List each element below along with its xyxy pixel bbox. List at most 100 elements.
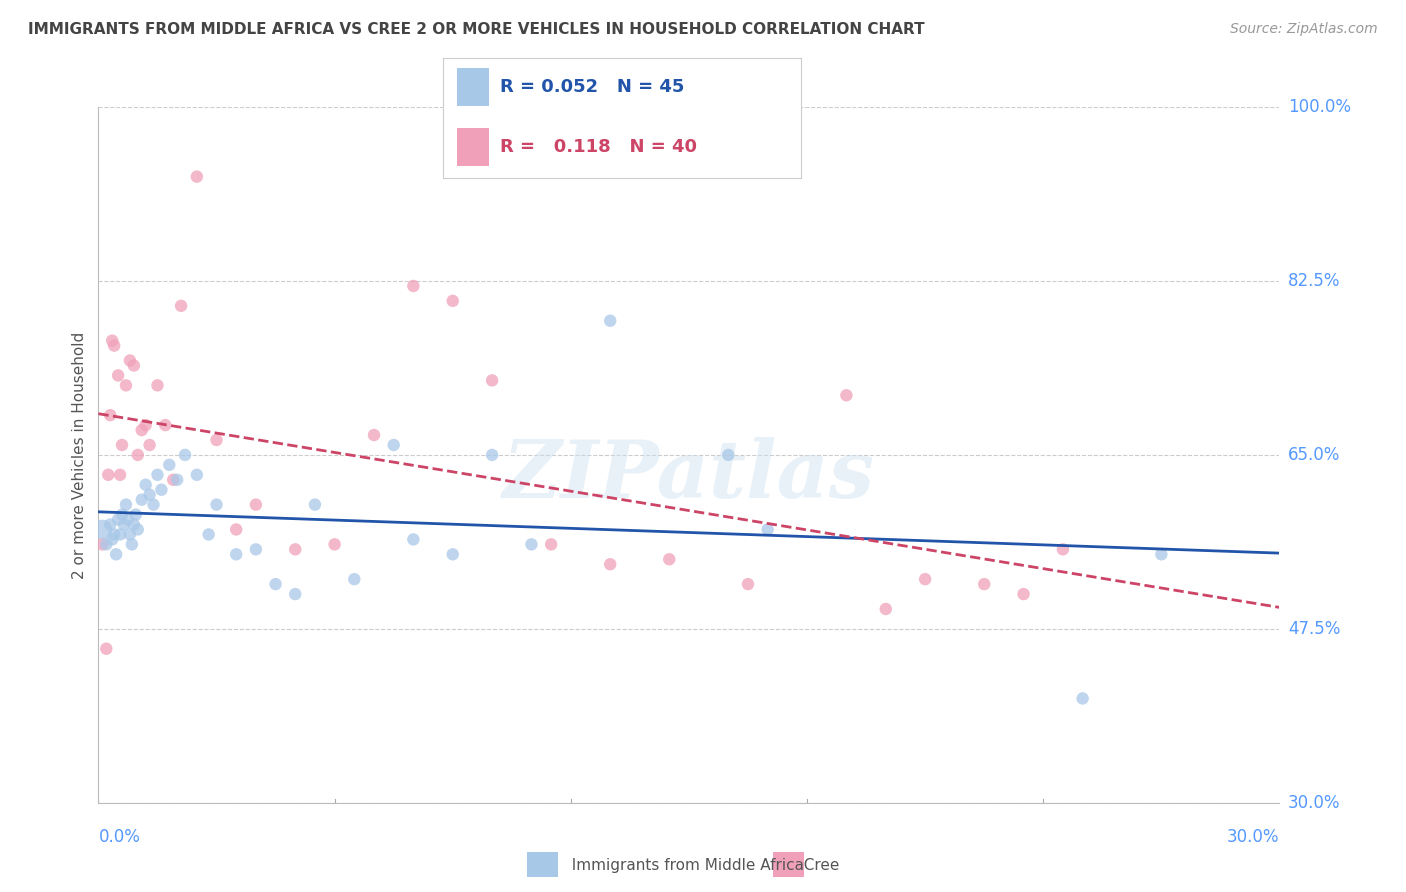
Point bbox=[540, 537, 562, 551]
Point bbox=[520, 537, 543, 551]
Point bbox=[205, 433, 228, 447]
Point bbox=[441, 293, 464, 308]
Point bbox=[284, 587, 307, 601]
Text: Immigrants from Middle Africa: Immigrants from Middle Africa bbox=[562, 858, 804, 872]
Text: 0.0%: 0.0% bbox=[98, 828, 141, 846]
Point bbox=[127, 448, 149, 462]
Text: 47.5%: 47.5% bbox=[1288, 620, 1340, 638]
Point bbox=[103, 527, 125, 541]
Point bbox=[1071, 691, 1094, 706]
Point bbox=[186, 467, 208, 482]
Point bbox=[599, 314, 621, 328]
Point bbox=[117, 512, 139, 526]
Point bbox=[973, 577, 995, 591]
Point bbox=[284, 542, 307, 557]
Point bbox=[103, 338, 125, 352]
Point bbox=[107, 368, 129, 383]
Point bbox=[105, 547, 128, 561]
Point bbox=[115, 378, 138, 392]
Point bbox=[402, 533, 425, 547]
Point bbox=[441, 547, 464, 561]
Point bbox=[481, 448, 503, 462]
Point bbox=[1052, 542, 1074, 557]
Point bbox=[138, 438, 160, 452]
Text: IMMIGRANTS FROM MIDDLE AFRICA VS CREE 2 OR MORE VEHICLES IN HOUSEHOLD CORRELATIO: IMMIGRANTS FROM MIDDLE AFRICA VS CREE 2 … bbox=[28, 22, 925, 37]
Point bbox=[122, 517, 145, 532]
Text: Cree: Cree bbox=[794, 858, 839, 872]
Point bbox=[162, 473, 184, 487]
Point bbox=[382, 438, 405, 452]
Point bbox=[112, 517, 135, 532]
Text: 100.0%: 100.0% bbox=[1288, 98, 1351, 116]
Point bbox=[96, 537, 118, 551]
Point bbox=[121, 537, 143, 551]
Point bbox=[481, 373, 503, 387]
Point bbox=[245, 542, 267, 557]
Text: R = 0.052   N = 45: R = 0.052 N = 45 bbox=[501, 78, 685, 95]
Point bbox=[756, 523, 779, 537]
Point bbox=[146, 378, 169, 392]
Point bbox=[125, 508, 148, 522]
Point bbox=[225, 523, 247, 537]
Point bbox=[118, 527, 141, 541]
FancyBboxPatch shape bbox=[457, 128, 489, 166]
FancyBboxPatch shape bbox=[457, 68, 489, 106]
Point bbox=[98, 408, 121, 422]
Point bbox=[343, 572, 366, 586]
Point bbox=[717, 448, 740, 462]
Point bbox=[131, 492, 153, 507]
Point bbox=[914, 572, 936, 586]
Point bbox=[111, 438, 134, 452]
Point bbox=[264, 577, 287, 591]
Point bbox=[97, 467, 120, 482]
Point bbox=[155, 418, 177, 433]
Point bbox=[146, 467, 169, 482]
Point bbox=[122, 359, 145, 373]
Point bbox=[225, 547, 247, 561]
Point bbox=[91, 523, 114, 537]
Point bbox=[1150, 547, 1173, 561]
Point bbox=[835, 388, 858, 402]
Point bbox=[170, 299, 193, 313]
Point bbox=[96, 641, 118, 656]
Point bbox=[135, 418, 157, 433]
Point bbox=[304, 498, 326, 512]
Point bbox=[875, 602, 897, 616]
Point bbox=[135, 477, 157, 491]
Text: 65.0%: 65.0% bbox=[1288, 446, 1340, 464]
Point bbox=[111, 508, 134, 522]
Point bbox=[174, 448, 197, 462]
Point bbox=[658, 552, 681, 566]
Point bbox=[363, 428, 385, 442]
Point bbox=[101, 533, 124, 547]
Point bbox=[127, 523, 149, 537]
Point bbox=[108, 467, 131, 482]
Text: 30.0%: 30.0% bbox=[1227, 828, 1279, 846]
Text: R =   0.118   N = 40: R = 0.118 N = 40 bbox=[501, 138, 697, 156]
Point bbox=[1012, 587, 1035, 601]
Point bbox=[402, 279, 425, 293]
Text: ZIPatlas: ZIPatlas bbox=[503, 437, 875, 515]
Point bbox=[91, 537, 114, 551]
Point bbox=[131, 423, 153, 437]
Point bbox=[101, 334, 124, 348]
Point bbox=[107, 512, 129, 526]
Point bbox=[138, 488, 160, 502]
Point bbox=[115, 498, 138, 512]
Point bbox=[197, 527, 219, 541]
Point bbox=[142, 498, 165, 512]
Point bbox=[245, 498, 267, 512]
Point bbox=[737, 577, 759, 591]
Point bbox=[166, 473, 188, 487]
Point bbox=[150, 483, 173, 497]
Point bbox=[108, 527, 131, 541]
Point bbox=[323, 537, 346, 551]
Text: 82.5%: 82.5% bbox=[1288, 272, 1340, 290]
Point bbox=[599, 558, 621, 572]
Point bbox=[205, 498, 228, 512]
Point bbox=[186, 169, 208, 184]
Point bbox=[118, 353, 141, 368]
Point bbox=[98, 517, 121, 532]
Y-axis label: 2 or more Vehicles in Household: 2 or more Vehicles in Household bbox=[72, 331, 87, 579]
Text: Source: ZipAtlas.com: Source: ZipAtlas.com bbox=[1230, 22, 1378, 37]
